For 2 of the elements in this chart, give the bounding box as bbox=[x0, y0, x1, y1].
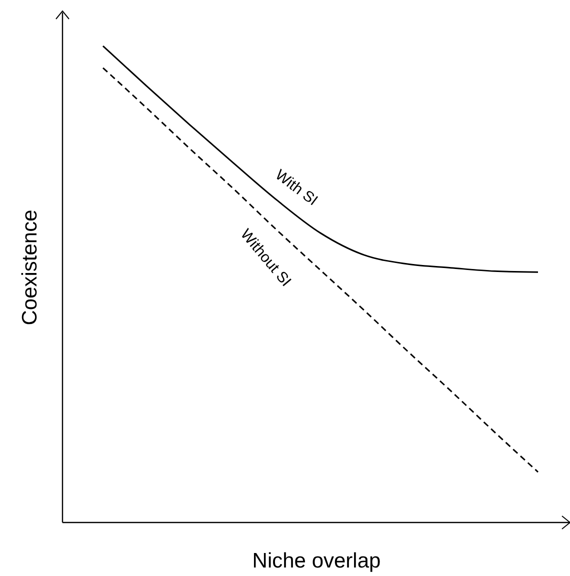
x-axis-title: Niche overlap bbox=[252, 550, 381, 572]
y-axis-title: Coexistence bbox=[18, 210, 42, 326]
